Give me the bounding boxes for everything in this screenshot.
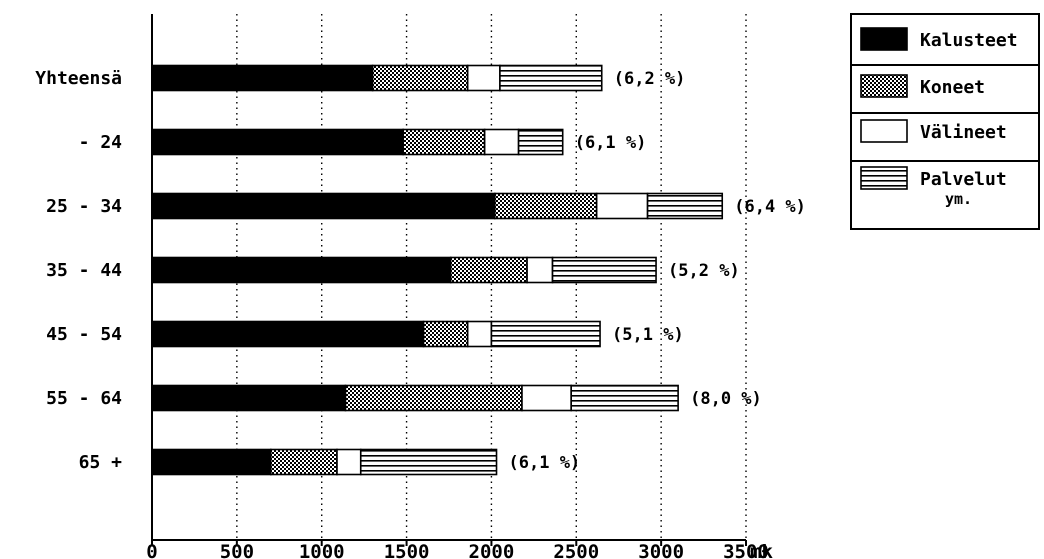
bar-segment-v-lineet: [483, 128, 520, 156]
x-tick-label: 3500: [723, 541, 769, 559]
bar-segment-kalusteet: [151, 256, 452, 284]
x-tick-label: 0: [146, 541, 157, 559]
x-axis-unit: mk: [750, 541, 773, 559]
bar-segment-koneet: [371, 64, 469, 92]
category-label: 25 - 34: [46, 196, 122, 217]
x-tick-label: 3000: [638, 541, 684, 559]
percentage-label: (6,1 %): [509, 453, 581, 473]
bar-segment-v-lineet: [595, 192, 649, 220]
bars: [151, 64, 724, 476]
bar-segment-koneet: [494, 192, 598, 220]
bar-segment-koneet: [422, 320, 469, 348]
bar-segment-koneet: [449, 256, 528, 284]
bar-segment-palvelut: [490, 320, 601, 348]
bar-segment-palvelut: [359, 448, 498, 476]
legend-swatch-v-lineet: [860, 119, 908, 143]
bar-segment-v-lineet: [466, 320, 493, 348]
percentage-label: (6,4 %): [734, 197, 806, 217]
percentage-label: (5,1 %): [612, 325, 684, 345]
legend-label: Välineet: [920, 122, 1007, 143]
category-label: 55 - 64: [46, 388, 122, 409]
bar-segment-kalusteet: [151, 192, 496, 220]
bar-segment-palvelut: [570, 384, 679, 412]
bar-segment-palvelut: [499, 64, 603, 92]
category-label: - 24: [79, 132, 123, 153]
legend-label: Palvelut ym.: [920, 169, 1007, 208]
category-label: 65 +: [79, 452, 123, 473]
percentage-label: (6,2 %): [614, 69, 686, 89]
category-label: 45 - 54: [46, 324, 122, 345]
x-tick-label: 2000: [469, 541, 515, 559]
bar-segment-palvelut: [551, 256, 657, 284]
percentage-annotations: (6,2 %) (6,1 %) (6,4 %) (5,2 %) (5,1 %) (8,0 …: [509, 69, 806, 473]
bar-segment-palvelut: [646, 192, 724, 220]
legend-label: Koneet: [920, 77, 985, 98]
bar-segment-v-lineet: [521, 384, 572, 412]
category-label: Yhteensä: [35, 68, 122, 89]
bar-segment-v-lineet: [336, 448, 362, 476]
bar-segment-kalusteet: [151, 448, 272, 476]
bar-segment-kalusteet: [151, 64, 374, 92]
legend-swatch-kalusteet: [860, 27, 908, 51]
legend-swatch-koneet: [860, 74, 908, 98]
legend: Kalusteet Koneet Välineet Palvelut ym.: [850, 13, 1040, 230]
percentage-label: (6,1 %): [575, 133, 647, 153]
bar-segment-kalusteet: [151, 128, 404, 156]
x-tick-labels: 0 500 1000 1500 2000 2500 3000 3500: [146, 540, 769, 559]
bar-segment-palvelut: [517, 128, 564, 156]
bar-segment-koneet: [402, 128, 486, 156]
percentage-label: (5,2 %): [668, 261, 740, 281]
legend-label: Kalusteet: [920, 30, 1018, 51]
category-labels: Yhteensä - 24 25 - 34 35 - 44 45 - 54 55 - 64…: [35, 68, 122, 473]
bar-segment-koneet: [269, 448, 338, 476]
axes: [151, 14, 746, 541]
category-label: 35 - 44: [46, 260, 122, 281]
x-tick-label: 500: [220, 541, 254, 559]
bar-segment-v-lineet: [526, 256, 554, 284]
x-tick-label: 1000: [299, 541, 345, 559]
bar-segment-v-lineet: [466, 64, 501, 92]
legend-swatch-palvelut: [860, 166, 908, 190]
x-tick-label: 1500: [384, 541, 430, 559]
bar-segment-kalusteet: [151, 384, 347, 412]
bar-segment-koneet: [344, 384, 523, 412]
bar-segment-kalusteet: [151, 320, 425, 348]
x-tick-label: 2500: [553, 541, 599, 559]
percentage-label: (8,0 %): [690, 389, 762, 409]
